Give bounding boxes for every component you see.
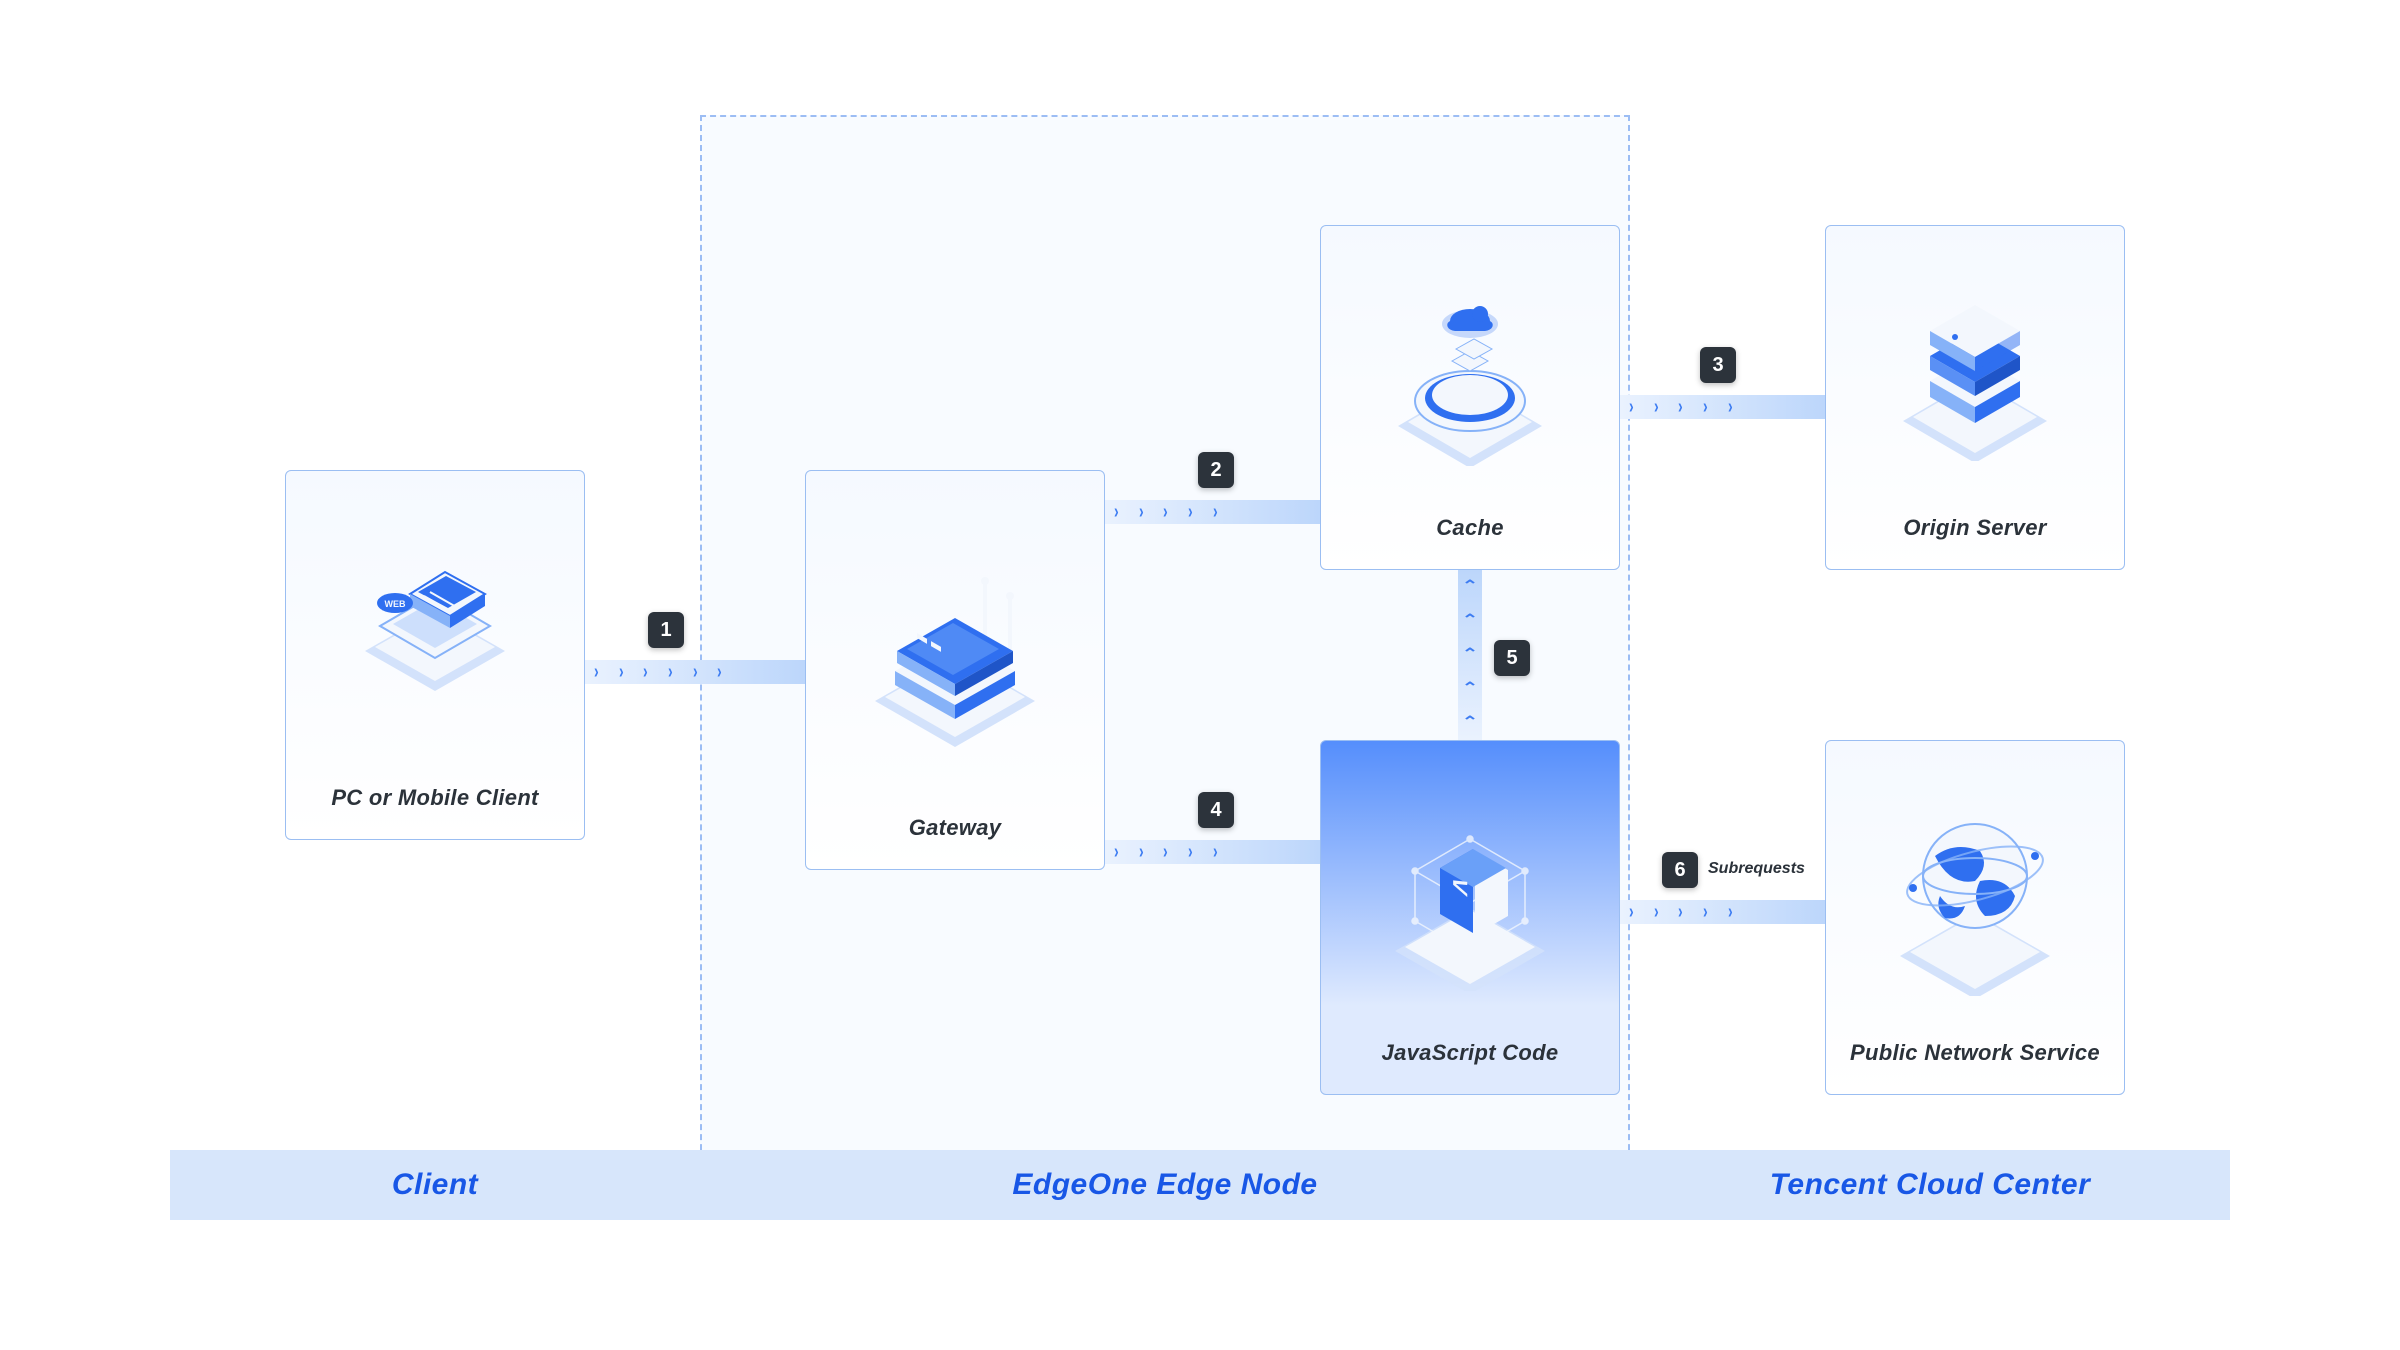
step-badge-6-sublabel: Subrequests (1708, 860, 1805, 878)
cache-icon (1375, 266, 1565, 466)
server-icon (1880, 271, 2070, 461)
flow-f2: ››››› (1105, 500, 1320, 524)
js-icon: < (1370, 791, 1570, 991)
step-badge-5: 5 (1494, 640, 1530, 676)
step-badge-3: 3 (1700, 347, 1736, 383)
client-node-label: PC or Mobile Client (331, 785, 538, 811)
globe-icon (1875, 786, 2075, 996)
step-badge-1: 1 (648, 612, 684, 648)
cache-node-label: Cache (1436, 515, 1504, 541)
origin-node-label: Origin Server (1903, 515, 2046, 541)
client-node: WEB PC or Mobile Client (285, 470, 585, 840)
svg-text:WEB: WEB (385, 599, 406, 609)
zone-label-client: Client (170, 1150, 700, 1220)
public-node: Public Network Service (1825, 740, 2125, 1095)
gateway-node-label: Gateway (909, 815, 1002, 841)
diagram-canvas: ClientEdgeOne Edge NodeTencent Cloud Cen… (0, 0, 2400, 1350)
gateway-node: Gateway (805, 470, 1105, 870)
js-node: < JavaScript Code (1320, 740, 1620, 1095)
step-badge-2: 2 (1198, 452, 1234, 488)
step-badge-6: 6 (1662, 852, 1698, 888)
flow-f1: ›››››› (585, 660, 805, 684)
zone-label-cloud: Tencent Cloud Center (1630, 1150, 2230, 1220)
step-badge-4: 4 (1198, 792, 1234, 828)
origin-node: Origin Server (1825, 225, 2125, 570)
flow-f3: ››››› (1620, 395, 1825, 419)
zone-label-edge: EdgeOne Edge Node (700, 1150, 1630, 1220)
cache-node: Cache (1320, 225, 1620, 570)
flow-f5: ⌃⌃⌃⌃⌃ (1458, 570, 1482, 740)
client-icon: WEB (340, 531, 530, 701)
js-node-label: JavaScript Code (1382, 1040, 1559, 1066)
gateway-icon (850, 551, 1060, 751)
flow-f4: ››››› (1105, 840, 1320, 864)
public-node-label: Public Network Service (1850, 1040, 2100, 1066)
flow-f6: ››››› (1620, 900, 1825, 924)
